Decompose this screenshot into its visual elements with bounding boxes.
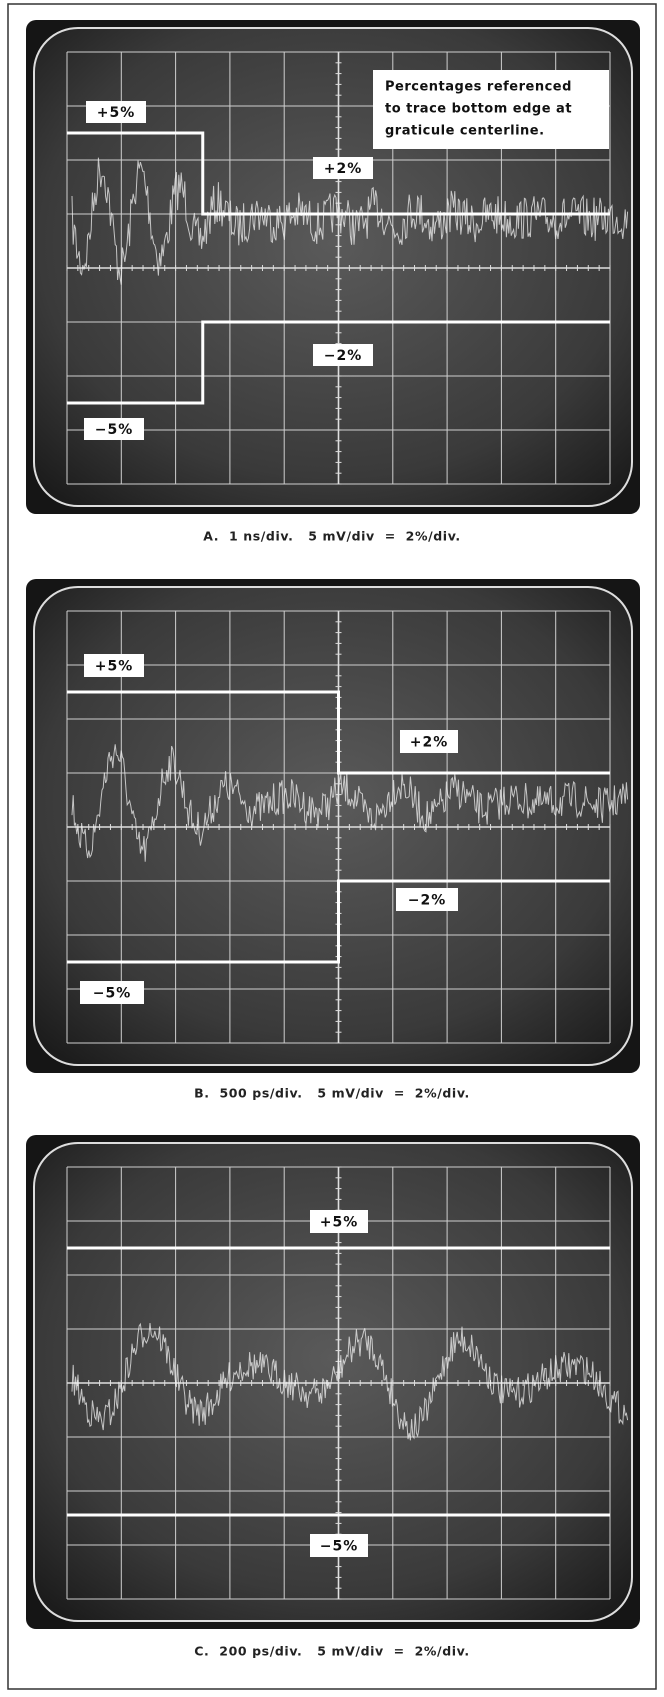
marker-label: −5% [93,986,132,1002]
marker-label-box [310,1210,368,1233]
page-border [7,3,657,1690]
scope-panel: +5% +2% −2% −5% [26,579,640,1073]
limit-line [67,131,610,216]
marker-label-box [84,654,144,677]
marker-label-box [400,730,458,753]
scope-panel: +5% +2% −2% −5% Percentages referenced to tra… [26,20,640,514]
marker-label-box [313,157,373,179]
figure-caption: B. 500 ps/div. 5 mV/div = 2%/div. [194,1086,470,1101]
scope-screen [33,586,633,1066]
marker-label-box [313,344,373,366]
marker-label: +5% [320,1215,359,1231]
limit-line [67,879,610,964]
signal-trace [71,1322,629,1441]
marker-label: +2% [324,161,363,177]
limit-line [67,320,610,405]
annotation-line: graticule centerline. [385,124,545,139]
marker-label-box [84,418,144,440]
limit-line [67,690,610,775]
marker-label: −5% [95,422,134,438]
signal-trace [71,744,629,862]
marker-label: −5% [320,1539,359,1555]
marker-label: +5% [97,105,136,121]
annotation-line: to trace bottom edge at [385,102,572,117]
marker-label-box [86,101,146,123]
figure-caption: C. 200 ps/div. 5 mV/div = 2%/div. [194,1644,469,1659]
annotation-box [373,70,609,149]
marker-label: −2% [324,348,363,364]
marker-label-box [80,981,144,1004]
scope-screen [33,1142,633,1622]
scope-panel: +5% −5% [26,1135,640,1629]
marker-label: −2% [408,893,447,909]
marker-label: +5% [95,659,134,675]
marker-label: +2% [410,735,449,751]
figure-caption: A. 1 ns/div. 5 mV/div = 2%/div. [203,529,461,544]
marker-label-box [310,1534,368,1557]
marker-label-box [396,888,458,911]
annotation-line: Percentages referenced [385,80,572,95]
signal-trace [71,157,629,285]
